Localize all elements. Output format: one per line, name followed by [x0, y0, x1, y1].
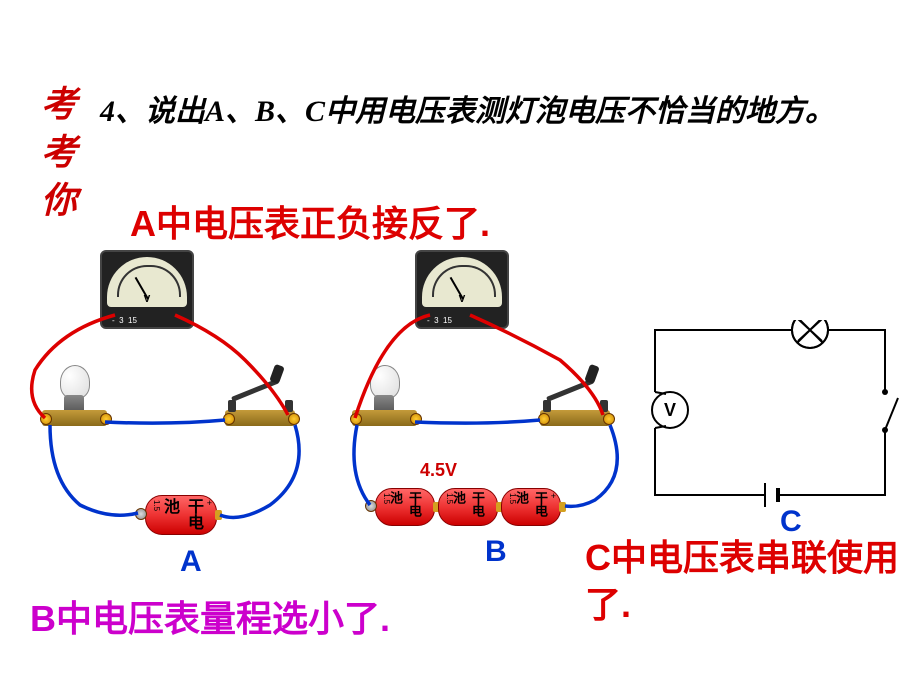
voltage-label-b: 4.5V — [420, 460, 457, 481]
label-b: B — [485, 535, 507, 569]
label-a: A — [180, 545, 202, 579]
battery-b3: 干电池 1.5 + — [501, 488, 561, 526]
switch-a — [225, 410, 295, 426]
battery-b2: 干电池 1.5 — [438, 488, 498, 526]
battery-b1: 干电池 1.5 — [375, 488, 435, 526]
circuit-diagram-c: V + − — [650, 320, 900, 510]
question-text: 4、说出A、B、C中用电压表测灯泡电压不恰当的地方。 — [100, 85, 900, 139]
voltmeter-a: V - 3 15 — [100, 250, 194, 329]
answer-c: C中电压表串联使用了. — [585, 535, 920, 629]
sidebar-prompt: 考考你 — [30, 85, 82, 229]
voltmeter-b: V - 3 15 — [415, 250, 509, 329]
circuit-diagram-a: V - 3 15 干电池 1.5 + — [20, 250, 330, 530]
schematic-c: V + − — [650, 320, 900, 510]
answer-a: A中电压表正负接反了. — [130, 195, 490, 247]
battery-a: 干电池 1.5 + — [145, 495, 217, 535]
circuit-diagram-b: V - 3 15 干电池 1.5 干电池 1.5 干电池 1.5 + — [335, 250, 645, 530]
bulb-a — [60, 365, 90, 399]
bulb-b — [370, 365, 400, 399]
answer-b: B中电压表量程选小了. — [30, 590, 390, 642]
switch-b — [540, 410, 610, 426]
svg-text:V: V — [664, 400, 676, 420]
label-c: C — [780, 505, 802, 539]
